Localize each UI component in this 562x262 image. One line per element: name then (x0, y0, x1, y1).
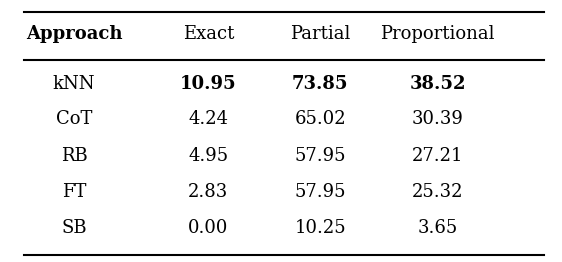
Text: SB: SB (61, 219, 87, 237)
Text: FT: FT (62, 183, 87, 201)
Text: 4.95: 4.95 (188, 147, 228, 165)
Text: 30.39: 30.39 (411, 110, 464, 128)
Text: Exact: Exact (183, 25, 234, 43)
Text: 38.52: 38.52 (409, 75, 466, 93)
Text: 4.24: 4.24 (188, 110, 228, 128)
Text: 27.21: 27.21 (412, 147, 463, 165)
Text: Approach: Approach (26, 25, 123, 43)
Text: CoT: CoT (56, 110, 92, 128)
Text: kNN: kNN (53, 75, 96, 93)
Text: 25.32: 25.32 (412, 183, 463, 201)
Text: 3.65: 3.65 (418, 219, 457, 237)
Text: 10.95: 10.95 (180, 75, 237, 93)
Text: Proportional: Proportional (380, 25, 495, 43)
Text: 10.25: 10.25 (294, 219, 346, 237)
Text: 73.85: 73.85 (292, 75, 348, 93)
Text: 65.02: 65.02 (294, 110, 346, 128)
Text: 57.95: 57.95 (294, 183, 346, 201)
Text: RB: RB (61, 147, 88, 165)
Text: 0.00: 0.00 (188, 219, 229, 237)
Text: 57.95: 57.95 (294, 147, 346, 165)
Text: Partial: Partial (290, 25, 350, 43)
Text: 2.83: 2.83 (188, 183, 228, 201)
